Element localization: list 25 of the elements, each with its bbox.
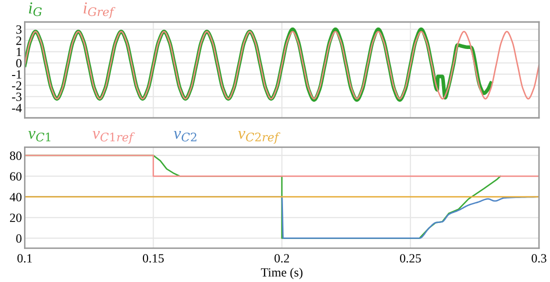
text: v$_{C2}$	[174, 131, 196, 142]
y-tick-label: 2	[16, 36, 22, 45]
x-tick-label: 0.15	[142, 254, 164, 263]
x-tick-label: 0.3	[532, 254, 546, 263]
series-label: v$_{C1}$	[28, 131, 50, 142]
series-label: i$_{Gref}$	[84, 2, 116, 18]
y-tick-label: -4	[12, 104, 22, 112]
series-label: v$_{C1ref}$	[92, 131, 135, 144]
y-tick-label: 1	[16, 48, 22, 56]
y-tick-label: -2	[12, 81, 22, 90]
y-tick-label: 0	[16, 234, 22, 243]
y-tick-label: 3	[16, 25, 22, 34]
x-tick-label: 0.2	[274, 254, 289, 263]
x-tick-label: 0.1	[17, 254, 32, 263]
y-tick-label: -3	[12, 92, 22, 102]
y-tick-label: 20	[10, 214, 22, 222]
x-axis-title: Time (s)	[260, 268, 302, 280]
y-tick-label: -1	[12, 70, 22, 78]
series-label: i$_{G}$	[29, 2, 42, 16]
y-tick-label: 80	[10, 152, 22, 160]
y-tick-label: 0	[16, 58, 22, 68]
x-tick-label: 0.25	[400, 254, 421, 263]
y-tick-label: 60	[10, 172, 22, 181]
y-tick-label: 40	[10, 192, 22, 202]
text: v$_{C2ref}$	[238, 131, 280, 144]
